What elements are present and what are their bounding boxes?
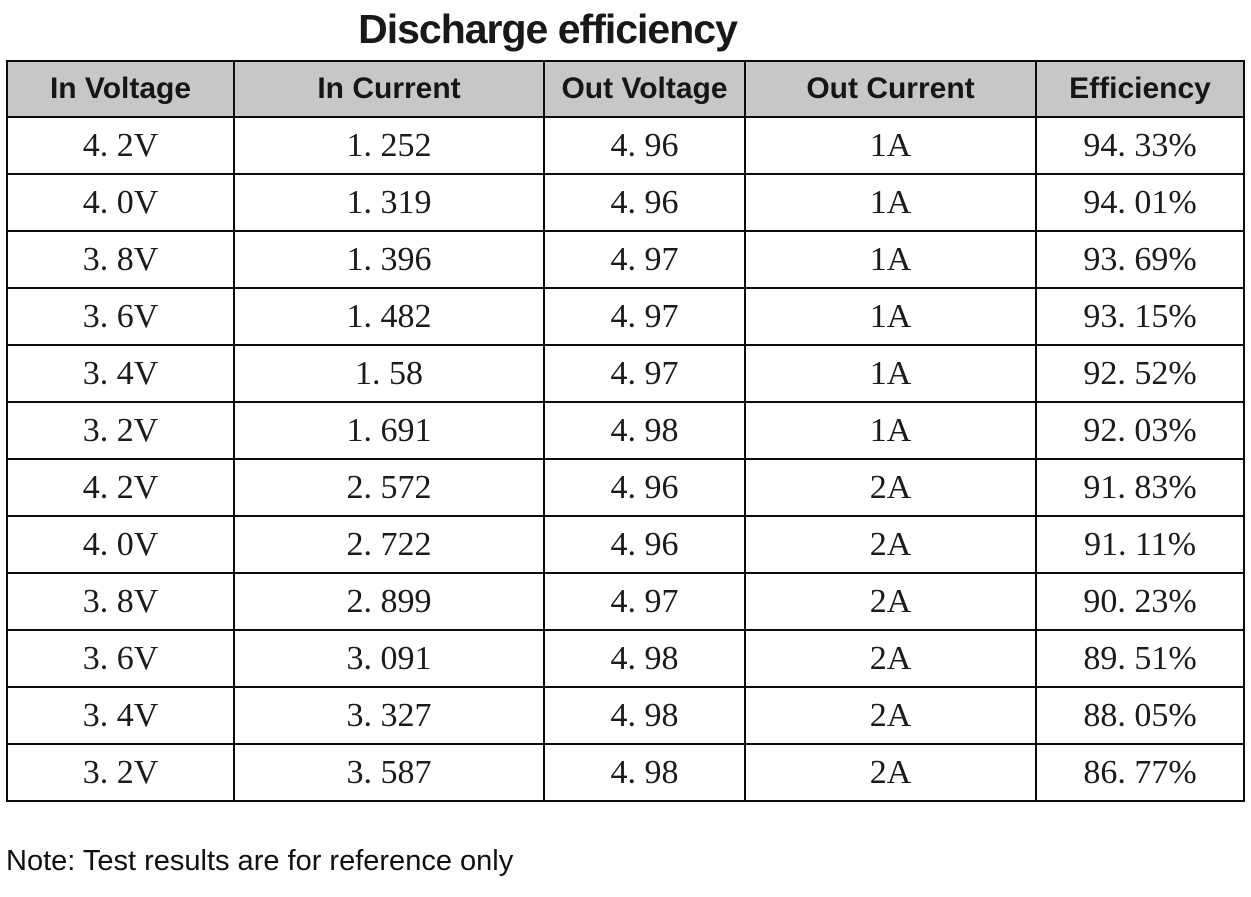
table-row: 3. 8V 2. 899 4. 97 2A 90. 23% [6,572,1245,631]
table-row: 3. 2V 1. 691 4. 98 1A 92. 03% [6,401,1245,460]
cell-in-current: 2. 722 [233,515,545,574]
cell-efficiency: 91. 11% [1035,515,1245,574]
cell-out-voltage: 4. 96 [543,116,746,175]
table-row: 3. 4V 1. 58 4. 97 1A 92. 52% [6,344,1245,403]
cell-efficiency: 91. 83% [1035,458,1245,517]
discharge-efficiency-table: In Voltage In Current Out Voltage Out Cu… [6,60,1245,802]
table-row: 3. 8V 1. 396 4. 97 1A 93. 69% [6,230,1245,289]
cell-out-current: 1A [744,230,1037,289]
cell-in-voltage: 4. 2V [6,116,235,175]
cell-in-voltage: 4. 0V [6,173,235,232]
cell-out-current: 1A [744,116,1037,175]
cell-efficiency: 94. 01% [1035,173,1245,232]
cell-efficiency: 90. 23% [1035,572,1245,631]
cell-out-current: 2A [744,515,1037,574]
cell-efficiency: 92. 52% [1035,344,1245,403]
cell-out-voltage: 4. 98 [543,686,746,745]
cell-out-current: 1A [744,401,1037,460]
cell-in-current: 1. 252 [233,116,545,175]
table-row: 4. 0V 1. 319 4. 96 1A 94. 01% [6,173,1245,232]
column-header-out-current: Out Current [744,60,1037,118]
table-row: 3. 6V 1. 482 4. 97 1A 93. 15% [6,287,1245,346]
cell-in-voltage: 3. 8V [6,230,235,289]
cell-out-voltage: 4. 98 [543,743,746,802]
cell-in-current: 3. 587 [233,743,545,802]
table-header: In Voltage In Current Out Voltage Out Cu… [6,60,1245,118]
cell-out-current: 2A [744,572,1037,631]
cell-in-current: 2. 899 [233,572,545,631]
cell-in-current: 1. 319 [233,173,545,232]
column-header-out-voltage: Out Voltage [543,60,746,118]
cell-out-voltage: 4. 96 [543,515,746,574]
table-row: 3. 4V 3. 327 4. 98 2A 88. 05% [6,686,1245,745]
cell-efficiency: 94. 33% [1035,116,1245,175]
cell-efficiency: 88. 05% [1035,686,1245,745]
table-row: 3. 6V 3. 091 4. 98 2A 89. 51% [6,629,1245,688]
cell-in-current: 3. 327 [233,686,545,745]
cell-out-voltage: 4. 97 [543,230,746,289]
table-row: 4. 0V 2. 722 4. 96 2A 91. 11% [6,515,1245,574]
cell-out-current: 1A [744,173,1037,232]
cell-in-current: 1. 482 [233,287,545,346]
cell-in-current: 1. 58 [233,344,545,403]
cell-in-current: 1. 691 [233,401,545,460]
table-row: 3. 2V 3. 587 4. 98 2A 86. 77% [6,743,1245,802]
page-title: Discharge efficiency [358,6,738,52]
cell-out-current: 2A [744,458,1037,517]
cell-out-voltage: 4. 96 [543,173,746,232]
cell-in-voltage: 3. 2V [6,401,235,460]
cell-out-current: 1A [744,344,1037,403]
cell-in-current: 3. 091 [233,629,545,688]
cell-efficiency: 92. 03% [1035,401,1245,460]
cell-out-voltage: 4. 96 [543,458,746,517]
cell-in-voltage: 3. 2V [6,743,235,802]
cell-in-voltage: 3. 8V [6,572,235,631]
column-header-in-voltage: In Voltage [6,60,235,118]
cell-out-current: 2A [744,629,1037,688]
cell-in-voltage: 3. 4V [6,344,235,403]
cell-in-voltage: 4. 2V [6,458,235,517]
note-text: Note: Test results are for reference onl… [6,845,514,877]
cell-in-current: 2. 572 [233,458,545,517]
cell-out-voltage: 4. 98 [543,629,746,688]
column-header-efficiency: Efficiency [1035,60,1245,118]
cell-out-voltage: 4. 97 [543,287,746,346]
cell-in-current: 1. 396 [233,230,545,289]
cell-out-current: 2A [744,743,1037,802]
table-body: 4. 2V 1. 252 4. 96 1A 94. 33% 4. 0V 1. 319 4. 9… [6,116,1245,802]
cell-efficiency: 93. 69% [1035,230,1245,289]
column-header-in-current: In Current [233,60,545,118]
table-row: 4. 2V 1. 252 4. 96 1A 94. 33% [6,116,1245,175]
cell-efficiency: 93. 15% [1035,287,1245,346]
cell-in-voltage: 3. 6V [6,629,235,688]
cell-out-current: 1A [744,287,1037,346]
cell-out-voltage: 4. 98 [543,401,746,460]
cell-efficiency: 89. 51% [1035,629,1245,688]
cell-out-voltage: 4. 97 [543,344,746,403]
cell-efficiency: 86. 77% [1035,743,1245,802]
cell-in-voltage: 3. 4V [6,686,235,745]
cell-in-voltage: 4. 0V [6,515,235,574]
table-row: 4. 2V 2. 572 4. 96 2A 91. 83% [6,458,1245,517]
cell-out-current: 2A [744,686,1037,745]
cell-out-voltage: 4. 97 [543,572,746,631]
cell-in-voltage: 3. 6V [6,287,235,346]
table-header-row: In Voltage In Current Out Voltage Out Cu… [6,60,1245,118]
